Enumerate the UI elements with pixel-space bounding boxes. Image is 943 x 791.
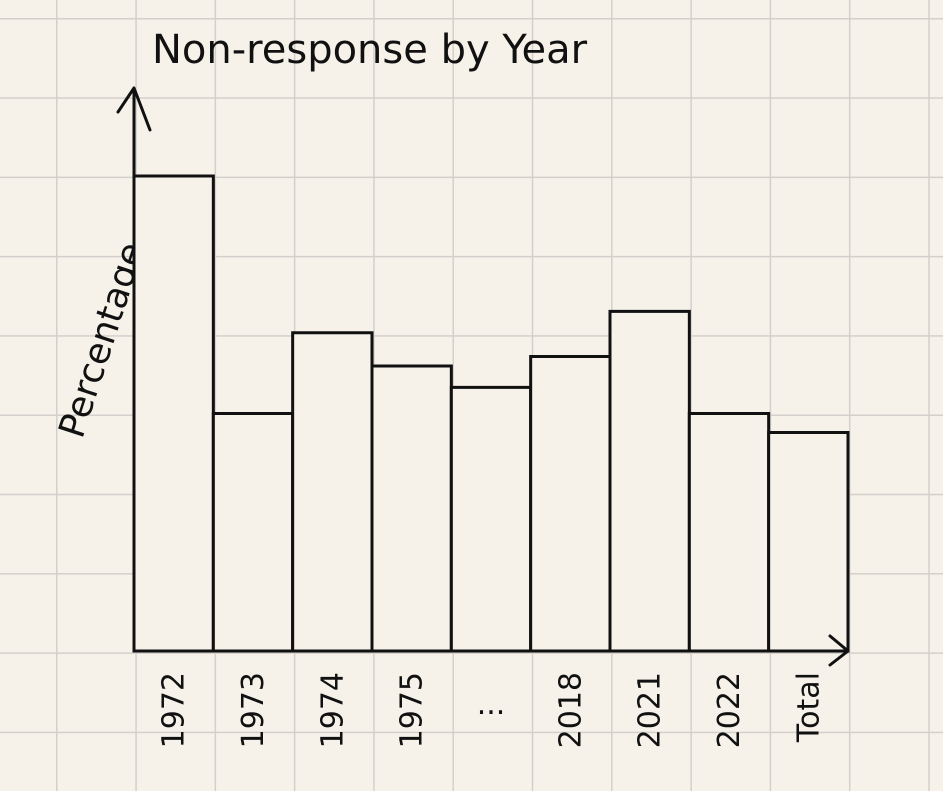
bar-2018 xyxy=(529,355,612,653)
bar-ellipsis xyxy=(449,385,533,653)
x-tick-label-2021: 2021 xyxy=(633,672,668,748)
x-tick-label-1972: 1972 xyxy=(157,672,192,748)
bar-1972 xyxy=(132,174,215,653)
x-tick-label-2022: 2022 xyxy=(712,672,747,748)
y-axis-arrow-icon xyxy=(116,86,152,132)
bar-1973 xyxy=(211,412,295,653)
x-tick-label-1975: 1975 xyxy=(395,672,430,748)
bar-1975 xyxy=(370,364,453,653)
x-tick-label-1974: 1974 xyxy=(315,672,350,748)
x-axis-arrow-icon xyxy=(828,634,850,667)
bar-2021 xyxy=(608,309,691,653)
chart-title: Non-response by Year xyxy=(152,27,588,73)
x-tick-label-total: Total xyxy=(791,672,826,743)
x-tick-label-ellipsis: ... xyxy=(477,687,506,722)
x-tick-label-2018: 2018 xyxy=(553,672,588,748)
x-tick-labels: 1972 1973 1974 1975... 2018 2021 2022 Total xyxy=(157,672,827,748)
bars-group xyxy=(132,174,850,653)
bar-2022 xyxy=(687,412,771,653)
bar-Total xyxy=(767,431,850,653)
bar-1974 xyxy=(291,331,374,653)
x-tick-label-1973: 1973 xyxy=(236,672,271,748)
